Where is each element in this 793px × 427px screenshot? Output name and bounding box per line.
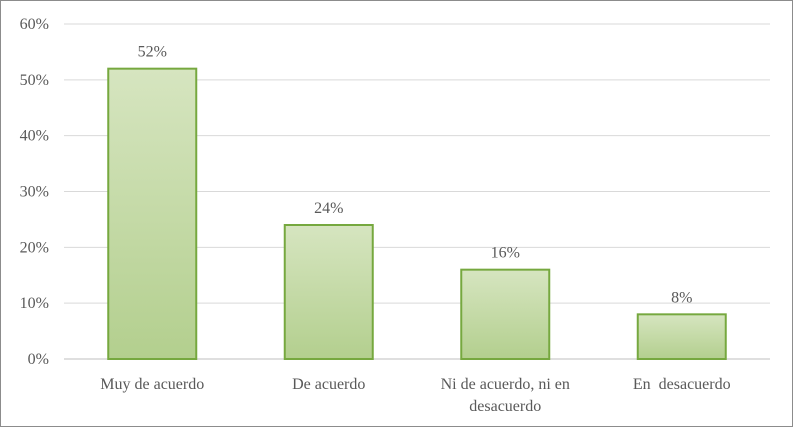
bar xyxy=(283,224,374,360)
data-label: 52% xyxy=(138,44,167,61)
y-tick-label: 20% xyxy=(20,239,49,256)
y-tick-label: 60% xyxy=(20,16,49,33)
y-tick-label: 50% xyxy=(20,72,49,89)
y-tick-label: 10% xyxy=(20,295,49,312)
data-label: 8% xyxy=(671,289,692,306)
category-label: Muy de acuerdo xyxy=(100,376,204,393)
data-labels: 52% 24% 16% 8% xyxy=(138,44,693,307)
bar xyxy=(107,67,198,361)
y-axis-tick-labels: 0% 10% 20% 30% 40% 50% 60% xyxy=(20,16,49,368)
category-label: Ni de acuerdo, ni en xyxy=(441,376,570,393)
x-axis-category-labels: Muy de acuerdo De acuerdo Ni de acuerdo, n… xyxy=(100,376,730,415)
bars xyxy=(107,67,727,361)
y-tick-label: 40% xyxy=(20,128,49,145)
bar xyxy=(460,268,551,360)
data-label: 16% xyxy=(491,245,520,262)
category-label: De acuerdo xyxy=(292,376,365,393)
y-tick-label: 0% xyxy=(28,351,49,368)
category-label: En desacuerdo xyxy=(633,376,731,393)
y-tick-label: 30% xyxy=(20,184,49,201)
category-label: desacuerdo xyxy=(469,398,541,415)
bar xyxy=(636,313,727,361)
data-label: 24% xyxy=(314,200,343,217)
